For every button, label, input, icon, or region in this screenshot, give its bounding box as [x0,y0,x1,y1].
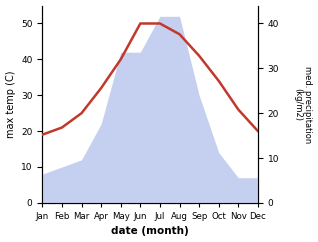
X-axis label: date (month): date (month) [111,227,189,236]
Y-axis label: med. precipitation
(kg/m2): med. precipitation (kg/m2) [293,66,313,143]
Y-axis label: max temp (C): max temp (C) [5,70,16,138]
